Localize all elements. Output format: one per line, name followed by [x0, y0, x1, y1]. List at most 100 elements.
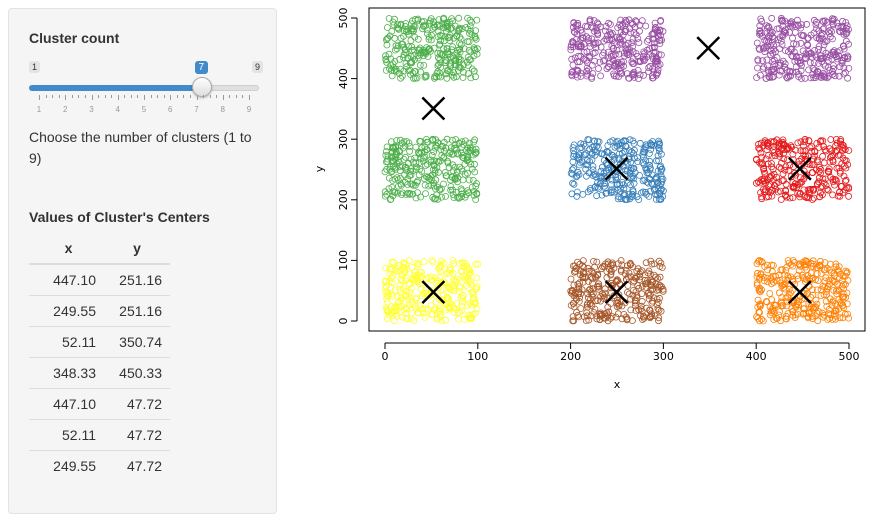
scatter-point: [829, 151, 837, 159]
scatter-point: [647, 146, 655, 154]
scatter-point: [571, 267, 579, 275]
scatter-point: [655, 286, 663, 294]
scatter-point: [798, 62, 805, 69]
scatter-point: [418, 268, 425, 276]
scatter-point: [654, 33, 662, 40]
slider-handle[interactable]: [191, 77, 212, 97]
scatter-point: [458, 306, 466, 314]
scatter-point: [775, 163, 783, 171]
scatter-point: [758, 33, 766, 40]
cluster-center-marker: [788, 280, 812, 304]
scatter-point: [419, 157, 427, 165]
scatter-point: [796, 57, 804, 65]
scatter-point: [443, 74, 451, 82]
scatter-point: [468, 289, 476, 297]
cell-y: 350.74: [104, 326, 170, 358]
cell-x: 52.11: [29, 326, 104, 358]
cluster-count-slider[interactable]: 1 9 7 1 2 3 4 5 6 7 8 9: [29, 53, 263, 117]
scatter-point: [801, 147, 809, 155]
scatter-point: [789, 53, 797, 60]
scatter-point: [437, 37, 444, 45]
scatter-point: [806, 277, 814, 285]
scatter-point: [645, 192, 653, 200]
scatter-point: [829, 178, 837, 186]
scatter-point: [820, 41, 828, 49]
scatter-point: [594, 144, 602, 152]
scatter-point: [423, 160, 431, 168]
scatter-point: [456, 39, 464, 47]
scatter-point: [839, 17, 846, 25]
slider-min-label: 1: [29, 61, 41, 73]
scatter-point: [392, 302, 400, 310]
scatter-point: [756, 27, 764, 35]
scatter-point: [430, 21, 438, 29]
scatter-point: [382, 56, 390, 64]
scatter-point: [823, 264, 831, 272]
scatter-point: [608, 151, 616, 159]
scatter-point: [584, 70, 592, 78]
table-row: 447.10 251.16: [29, 264, 170, 296]
scatter-point: [398, 191, 405, 199]
scatter-point: [641, 56, 649, 63]
cluster-scatter-plot: 0 100 200 300 400 500 0 100 200 300 400 500 x y: [313, 7, 866, 391]
scatter-point: [760, 273, 768, 281]
scatter-point: [780, 150, 787, 157]
slider-minor-tick: [242, 95, 244, 98]
scatter-point: [567, 301, 575, 309]
scatter-point: [452, 300, 460, 307]
scatter-point: [794, 271, 802, 279]
scatter-point: [844, 310, 851, 318]
scatter-point: [842, 164, 850, 172]
scatter-point: [839, 42, 847, 50]
scatter-point: [464, 169, 471, 177]
scatter-point: [771, 56, 778, 64]
scatter-point: [777, 159, 785, 167]
scatter-point: [625, 16, 633, 24]
scatter-point: [787, 45, 795, 53]
scatter-point: [417, 193, 424, 201]
scatter-point: [795, 298, 802, 306]
slider-fill: [29, 85, 202, 91]
scatter-point: [429, 258, 437, 266]
scatter-point: [836, 314, 844, 322]
scatter-point: [438, 317, 446, 325]
scatter-point: [450, 276, 457, 284]
scatter-point: [839, 144, 847, 152]
scatter-point: [843, 37, 850, 45]
scatter-point: [449, 167, 457, 175]
scatter-point: [399, 189, 406, 197]
scatter-point: [615, 150, 623, 158]
scatter-point: [574, 43, 582, 50]
scatter-point: [801, 135, 809, 143]
scatter-point: [832, 260, 840, 268]
scatter-point: [811, 51, 819, 59]
slider-tick-label: 5: [141, 105, 147, 114]
scatter-point: [591, 57, 599, 65]
scatter-point: [607, 300, 615, 307]
scatter-point: [650, 271, 658, 279]
scatter-point: [807, 31, 815, 39]
scatter-point: [828, 28, 835, 35]
scatter-point: [636, 273, 644, 281]
scatter-point: [588, 291, 596, 299]
scatter-point: [444, 50, 452, 58]
scatter-point: [582, 172, 590, 180]
scatter-point: [655, 139, 663, 147]
scatter-point: [761, 188, 769, 196]
table-row: 348.33 450.33: [29, 357, 170, 389]
scatter-point: [614, 310, 622, 318]
scatter-point: [436, 305, 444, 313]
scatter-point: [828, 152, 835, 160]
scatter-point: [776, 67, 784, 75]
scatter-point: [472, 35, 480, 43]
scatter-point: [820, 54, 828, 62]
scatter-point: [829, 20, 837, 28]
scatter-point: [594, 270, 602, 278]
scatter-point: [604, 317, 612, 325]
scatter-point: [615, 50, 623, 58]
scatter-point: [470, 188, 478, 195]
scatter-point: [821, 38, 829, 46]
scatter-point: [464, 38, 471, 45]
scatter-point: [583, 67, 591, 75]
scatter-point: [403, 138, 411, 145]
